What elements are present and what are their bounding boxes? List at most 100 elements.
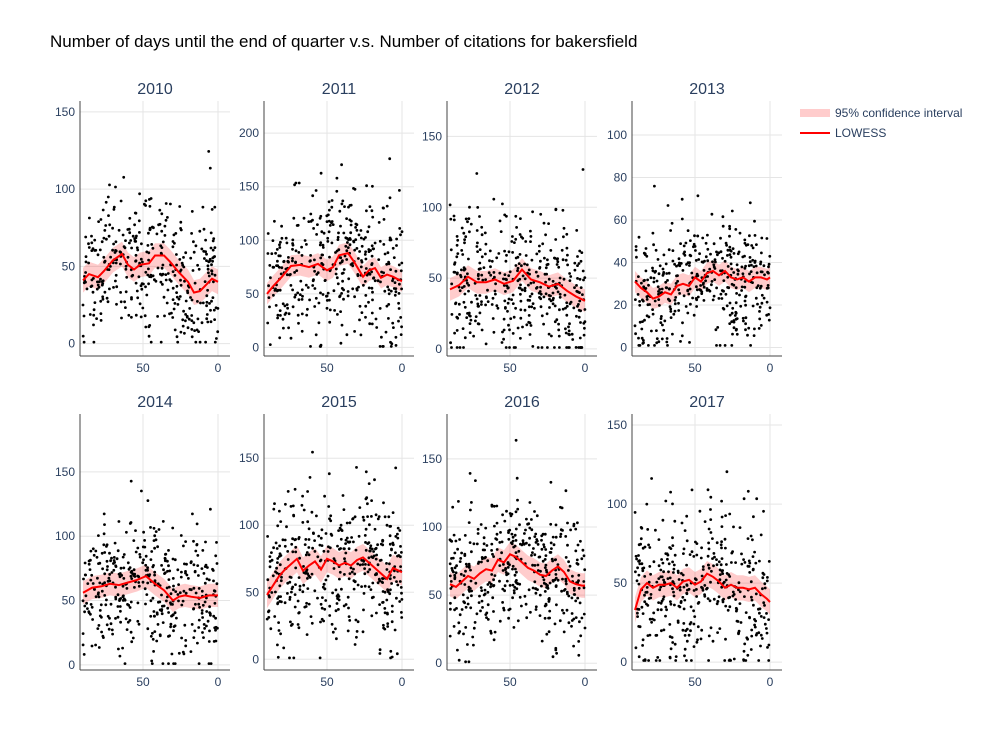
data-point-2010 [134,253,138,257]
data-point-2013 [710,280,714,283]
data-point-2011 [274,287,277,291]
data-point-2011 [400,287,403,291]
data-point-2013 [642,285,646,289]
data-point-2012 [475,297,479,301]
data-point-2013 [731,332,734,336]
data-point-2015 [400,611,403,614]
data-point-2015 [375,611,378,615]
data-point-2015 [292,656,296,660]
data-point-2014 [197,602,201,606]
data-point-2015 [305,601,308,605]
data-point-2017 [767,643,771,647]
data-point-2010 [202,227,206,231]
data-point-2011 [291,305,295,309]
data-point-2016 [531,563,534,567]
data-point-2010 [114,279,117,283]
data-point-2011 [388,196,392,200]
data-point-2014 [204,540,207,544]
data-point-2016 [528,501,532,504]
data-point-2014 [126,561,130,565]
lowess-line-2012 [449,268,586,302]
legend-item-lowess[interactable]: LOWESS [800,123,962,143]
lowess-line-2017 [634,572,771,611]
data-point-2017 [660,629,663,633]
data-point-2014 [153,579,157,583]
data-point-2013 [715,286,718,290]
data-point-2013 [650,329,653,333]
data-point-2017 [742,558,745,561]
data-point-2017 [682,552,685,555]
data-point-2013 [661,274,665,277]
data-point-2014 [166,569,169,573]
data-point-2013 [758,305,762,309]
legend[interactable]: 95% confidence interval LOWESS [800,103,962,143]
legend-item-confidence[interactable]: 95% confidence interval [800,103,962,123]
data-point-2015 [353,643,357,646]
data-point-2012 [465,281,469,285]
data-point-2016 [503,589,506,593]
data-point-2010 [209,320,213,324]
data-point-2013 [674,296,678,299]
data-point-2016 [554,585,558,588]
data-point-2012 [477,322,481,326]
data-point-2013 [692,245,695,249]
data-point-2017 [753,623,756,627]
data-point-2013 [748,234,751,238]
data-point-2017 [734,598,737,601]
data-point-2012 [544,280,547,284]
data-point-2012 [468,205,471,209]
data-point-2013 [696,194,700,198]
data-point-2013 [666,279,669,282]
data-point-2011 [317,301,321,305]
y-tick-label-2013-100: 100 [607,128,627,142]
data-point-2011 [294,261,297,264]
data-point-2013 [641,342,645,345]
data-point-2013 [655,341,659,345]
data-point-2013 [752,334,756,337]
data-point-2012 [545,312,549,316]
data-point-2014 [172,625,176,628]
data-point-2013 [736,272,740,276]
x-tick-label-2013-0: 0 [767,361,774,375]
data-point-2017 [673,642,677,646]
data-point-2016 [478,594,481,598]
data-point-2012 [504,346,508,349]
data-point-2014 [82,577,85,581]
data-point-2014 [87,562,91,566]
data-point-2014 [86,582,90,585]
data-point-2014 [118,599,121,602]
data-point-2010 [149,197,153,200]
data-point-2011 [337,231,340,235]
data-point-2010 [213,318,217,321]
data-point-2012 [450,282,454,286]
data-point-2010 [130,315,133,319]
data-point-2012 [480,328,484,332]
data-point-2014 [166,559,169,563]
data-point-2014 [201,616,205,619]
data-point-2014 [125,530,128,534]
data-point-2016 [495,504,499,508]
data-point-2016 [576,543,580,547]
data-point-2013 [721,224,725,228]
data-point-2010 [159,251,163,255]
data-point-2012 [565,346,568,349]
data-point-2011 [312,227,315,230]
data-point-2016 [477,560,481,564]
data-point-2015 [320,544,324,547]
data-point-2016 [495,548,499,551]
data-point-2013 [658,288,662,291]
data-point-2014 [187,577,190,580]
data-point-2012 [512,346,516,349]
data-point-2013 [682,294,686,298]
data-point-2013 [666,344,669,347]
data-point-2014 [116,615,120,619]
data-point-2015 [378,652,382,655]
data-point-2013 [649,276,653,280]
data-point-2010 [103,290,107,294]
data-point-2010 [131,273,135,277]
data-point-2014 [176,593,180,596]
data-point-2012 [453,331,456,335]
data-point-2017 [724,578,728,582]
data-point-2017 [672,563,676,567]
data-point-2015 [324,599,328,602]
